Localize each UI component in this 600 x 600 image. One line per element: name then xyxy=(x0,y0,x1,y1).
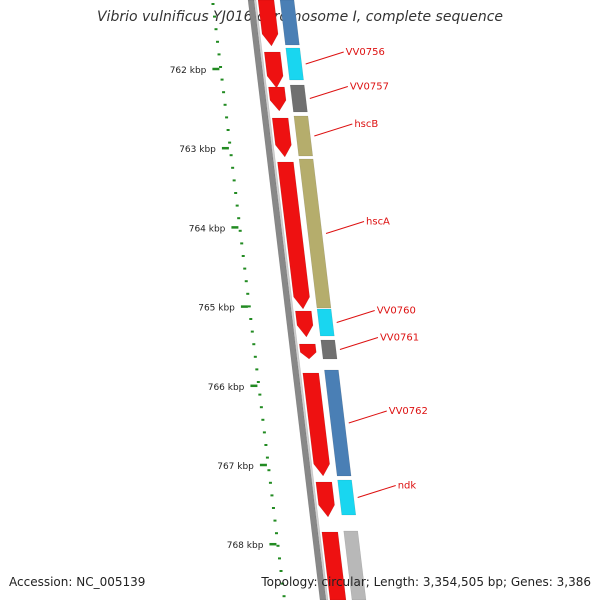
forward-gene xyxy=(302,372,330,477)
gene-label-hscb: hscB xyxy=(354,119,378,130)
kbp-label: 765 kbp xyxy=(198,304,235,314)
label-leader xyxy=(336,310,375,323)
gene-block-vv0760 xyxy=(316,308,335,337)
gene-labels: VV0756 VV0757 hscB hscA VV0760 VV0761 VV0762 nd… xyxy=(305,47,428,498)
kbp-label: 764 kbp xyxy=(189,224,226,234)
forward-gene xyxy=(321,531,347,600)
backbone-edge xyxy=(253,0,329,600)
gene-label-vv0760: VV0760 xyxy=(377,306,416,317)
label-leader xyxy=(325,221,365,234)
gene-block-vv0761 xyxy=(320,339,338,360)
forward-gene xyxy=(295,310,314,338)
gene-label-vv0757: VV0757 xyxy=(350,82,389,93)
gene-block-vv0762 xyxy=(324,369,352,477)
reverse-strand-track xyxy=(279,0,367,600)
map-title: Vibrio vulnificus YJ016 chromosome I, co… xyxy=(96,9,504,25)
kbp-axis: 762 kbp 763 kbp 764 kbp 765 kbp 766 kbp 767 k… xyxy=(170,66,277,551)
kbp-label: 762 kbp xyxy=(170,66,207,76)
gene-label-vv0761: VV0761 xyxy=(380,333,419,344)
gene-block xyxy=(279,0,300,46)
kbp-label: 767 kbp xyxy=(217,462,254,472)
kbp-label: 766 kbp xyxy=(208,383,245,393)
gc-skew-track xyxy=(211,3,286,598)
gene-block-hscb xyxy=(293,115,314,157)
label-leader xyxy=(357,485,396,498)
forward-gene xyxy=(271,117,292,158)
topology-text: Topology: circular; Length: 3,354,505 bp… xyxy=(261,575,591,589)
label-leader xyxy=(314,123,353,137)
forward-gene xyxy=(268,86,287,112)
forward-gene xyxy=(315,481,335,518)
label-leader xyxy=(339,337,379,350)
forward-gene xyxy=(298,343,317,360)
label-leader xyxy=(348,410,387,424)
gene-label-hsca: hscA xyxy=(366,217,390,228)
kbp-label: 768 kbp xyxy=(227,541,264,551)
forward-strand-track xyxy=(257,0,347,600)
gene-block-vv0757 xyxy=(289,84,308,113)
label-leader xyxy=(309,86,348,99)
backbone-line xyxy=(247,0,327,600)
forward-gene xyxy=(277,161,310,310)
gene-label-vv0756: VV0756 xyxy=(346,47,385,58)
gene-block-ndk xyxy=(337,479,357,516)
gene-label-ndk: ndk xyxy=(398,481,417,492)
forward-gene xyxy=(263,51,284,89)
backbone xyxy=(247,0,329,600)
forward-gene xyxy=(257,0,279,47)
accession-text: Accession: NC_005139 xyxy=(9,575,146,589)
gene-block-vv0756 xyxy=(285,47,304,81)
label-leader xyxy=(305,51,344,65)
kbp-label: 763 kbp xyxy=(179,145,216,155)
gene-block xyxy=(343,530,367,600)
gene-block-hsca xyxy=(298,158,332,309)
gene-label-vv0762: VV0762 xyxy=(389,406,428,417)
